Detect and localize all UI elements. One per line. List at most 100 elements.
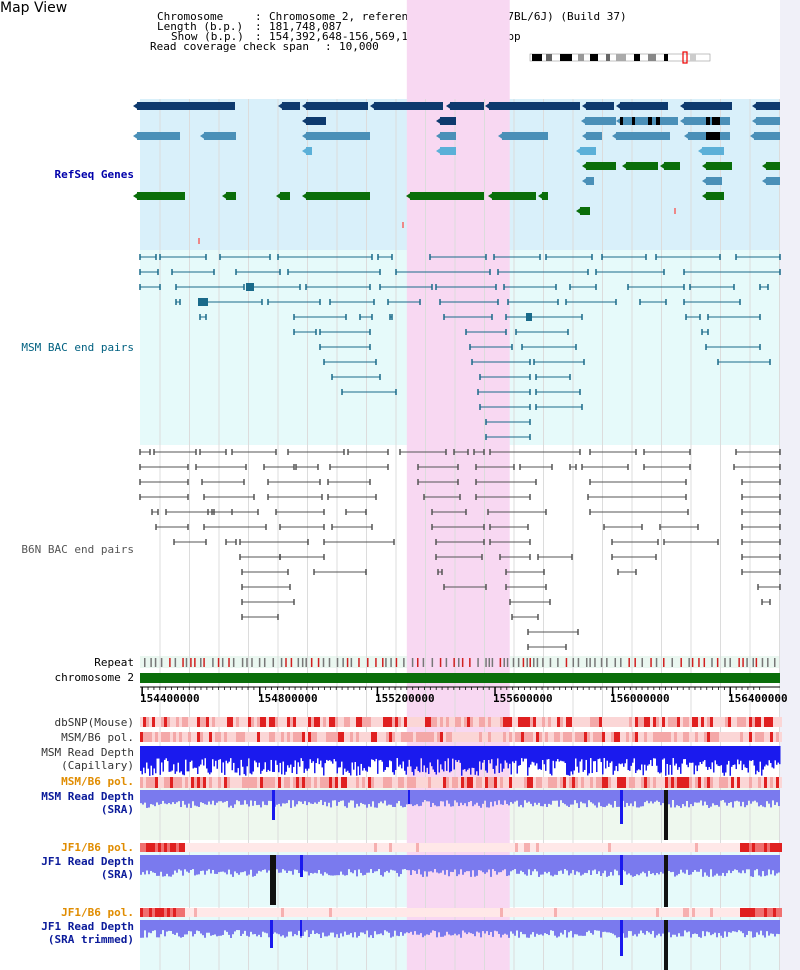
jf1-trim-depth-bar xyxy=(724,920,726,932)
track-label-refseq[interactable]: RefSeq Genes xyxy=(54,168,134,181)
jf1-trim-depth-bar xyxy=(616,920,618,938)
msm-capillary-depth-bar xyxy=(204,746,206,759)
msm-sra-depth-bar xyxy=(754,790,756,801)
msm-capillary-depth-bar xyxy=(435,746,437,775)
jf1-pol2-heat-cell xyxy=(218,908,221,917)
msm-pol-heat-cell xyxy=(620,732,623,742)
msm-capillary-depth-bar xyxy=(212,746,214,760)
msm-pol-heat-cell xyxy=(530,732,533,742)
msm-sra-depth-bar xyxy=(610,790,612,805)
jf1-pol2-heat-cell xyxy=(677,908,680,917)
jf1-pol-heat-cell xyxy=(587,843,590,852)
msm-sra-depth-bar xyxy=(448,790,450,804)
gene-exon-dark xyxy=(712,117,720,125)
msm-sra-depth-bar xyxy=(230,790,232,806)
jf1-sra-depth-bar xyxy=(150,855,152,871)
msm-pol2-heat-cell xyxy=(377,777,380,788)
jf1-sra-depth-bar xyxy=(646,855,648,877)
jf1-pol-heat-cell xyxy=(254,843,257,852)
msm-capillary-depth-bar xyxy=(294,746,296,761)
jf1-pol2-heat-cell xyxy=(269,908,272,917)
msm-capillary-depth-bar xyxy=(759,746,761,762)
jf1-sra-depth-bar xyxy=(284,855,286,871)
msm-capillary-depth-bar xyxy=(164,746,166,760)
track-label-b6n-bac[interactable]: B6N BAC end pairs xyxy=(21,543,134,556)
track-label-msm-bac[interactable]: MSM BAC end pairs xyxy=(21,341,134,354)
dbsnp-heat-cell xyxy=(458,717,461,727)
track-label-jf1-depth-trim-2: (SRA trimmed) xyxy=(47,933,134,946)
jf1-pol2-heat-cell xyxy=(140,908,143,917)
jf1-pol2-heat-cell xyxy=(371,908,374,917)
jf1-trim-depth-bar xyxy=(726,920,728,937)
jf1-trim-depth-bar xyxy=(544,920,546,934)
jf1-sra-depth-bar xyxy=(698,855,700,872)
jf1-trim-depth-bar xyxy=(774,920,776,937)
dbsnp-heat-cell xyxy=(227,717,230,727)
msm-capillary-depth-bar xyxy=(210,746,212,773)
msm-pol2-heat-cell xyxy=(545,777,548,788)
msm-capillary-depth-bar xyxy=(636,746,638,771)
jf1-sra-depth-bar xyxy=(420,855,422,875)
msm-capillary-depth-bar xyxy=(615,746,617,767)
msm-pol-heat-cell xyxy=(143,732,146,742)
jf1-pol2-heat-cell xyxy=(662,908,665,917)
jf1-sra-depth-bar xyxy=(290,855,292,872)
jf1-trim-depth-bar xyxy=(558,920,560,937)
jf1-sra-depth-bar xyxy=(434,855,436,870)
msm-pol2-heat-cell xyxy=(644,777,647,788)
jf1-sra-depth-bar xyxy=(214,855,216,874)
jf1-sra-depth-bar xyxy=(382,855,384,877)
msm-pol2-heat-cell xyxy=(398,777,401,788)
jf1-trim-depth-bar xyxy=(356,920,358,938)
dbsnp-heat-cell xyxy=(674,717,677,727)
jf1-pol-heat-cell xyxy=(290,843,293,852)
jf1-pol2-heat-cell xyxy=(281,908,284,917)
msm-pol2-heat-cell xyxy=(446,777,449,788)
msm-pol-heat-cell xyxy=(422,732,425,742)
msm-sra-depth-bar xyxy=(668,790,670,805)
dbsnp-heat-cell xyxy=(230,717,233,727)
msm-capillary-depth-bar xyxy=(297,746,299,763)
msm-sra-depth-bar xyxy=(156,790,158,803)
ideogram-band xyxy=(590,54,598,61)
msm-sra-depth-bar xyxy=(464,790,466,804)
jf1-pol-heat-cell xyxy=(668,843,671,852)
dbsnp-heat-cell xyxy=(401,717,404,727)
jf1-pol2-heat-cell xyxy=(437,908,440,917)
jf1-trim-depth-bar xyxy=(444,920,446,936)
msm-pol2-heat-cell xyxy=(611,777,614,788)
gene-arrow xyxy=(752,117,758,125)
refseq-gene xyxy=(282,102,300,110)
jf1-sra-depth-bar xyxy=(616,855,618,871)
jf1-trim-depth-bar xyxy=(610,920,612,933)
dbsnp-heat-cell xyxy=(464,717,467,727)
msm-sra-depth-bar xyxy=(484,790,486,801)
ideogram-band xyxy=(634,54,640,61)
msm-pol2-heat-cell xyxy=(353,777,356,788)
jf1-pol2-heat-cell xyxy=(338,908,341,917)
jf1-sra-depth-bar xyxy=(680,855,682,870)
jf1-sra-depth-bar-spike xyxy=(664,855,668,907)
jf1-sra-depth-bar xyxy=(676,855,678,876)
track-label-jf1-b6-pol-2: JF1/B6 pol. xyxy=(61,906,134,919)
jf1-trim-depth-bar xyxy=(530,920,532,935)
dbsnp-heat-cell xyxy=(671,717,674,727)
msm-capillary-depth-bar xyxy=(551,746,553,776)
msm-capillary-depth-bar xyxy=(203,746,205,766)
jf1-sra-depth-bar xyxy=(186,855,188,872)
msm-capillary-depth-bar xyxy=(606,746,608,761)
jf1-pol2-heat-cell xyxy=(614,908,617,917)
jf1-sra-depth-bar xyxy=(262,855,264,871)
length-label: Length (b.p.) xyxy=(157,20,244,33)
msm-sra-depth-bar xyxy=(246,790,248,805)
jf1-sra-depth-bar xyxy=(370,855,372,870)
jf1-pol2-heat-cell xyxy=(416,908,419,917)
jf1-sra-depth-bar xyxy=(558,855,560,872)
jf1-trim-depth-bar xyxy=(662,920,664,934)
jf1-sra-depth-bar xyxy=(500,855,502,873)
jf1-pol-heat-cell xyxy=(194,843,197,852)
msm-pol2-heat-cell xyxy=(518,777,521,788)
msm-pol2-heat-cell xyxy=(161,777,164,788)
msm-pol2-heat-cell xyxy=(626,777,629,788)
